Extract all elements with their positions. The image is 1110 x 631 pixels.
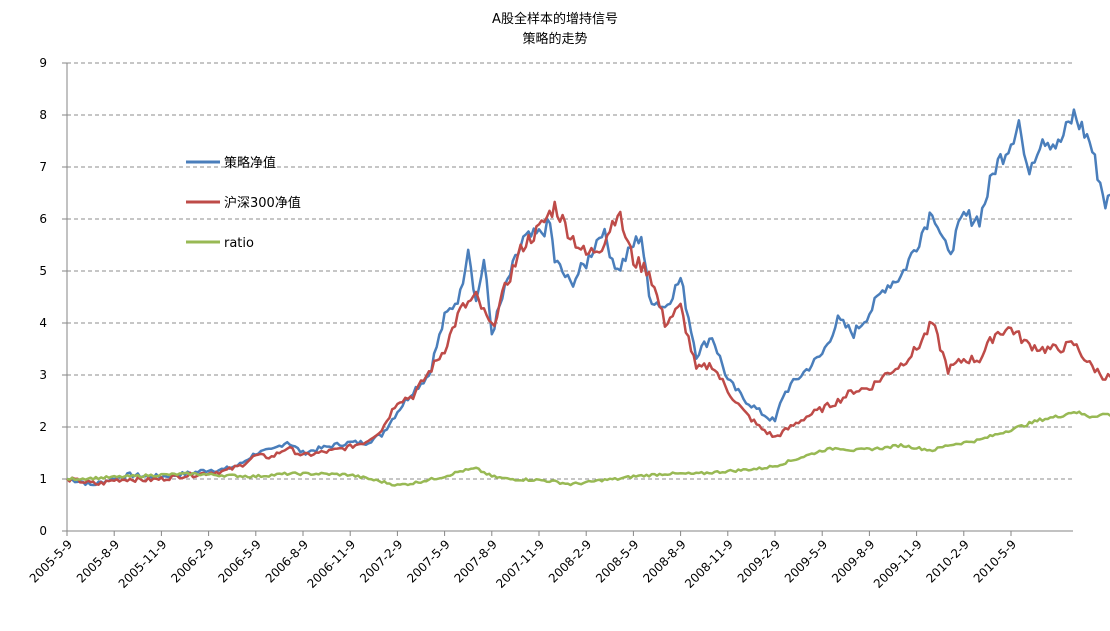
x-tick-label-18: 2009-11-9 [871, 537, 925, 591]
y-tick-label-6: 6 [39, 212, 47, 226]
x-tick-label-19: 2010-2-9 [924, 537, 972, 585]
chart-subtitle: 策略的走势 [522, 31, 587, 47]
x-tick-label-16: 2009-5-9 [782, 537, 830, 585]
series-lines [66, 108, 1110, 487]
y-tick-label-8: 8 [39, 108, 47, 122]
x-tick-label-0: 2005-5-9 [27, 537, 75, 585]
series-line-1 [66, 200, 1110, 486]
y-tick-label-1: 1 [39, 472, 47, 486]
x-tick-label-13: 2008-8-9 [640, 537, 688, 585]
x-tick-label-3: 2006-2-9 [168, 537, 216, 585]
x-tick-label-10: 2007-11-9 [493, 537, 547, 591]
x-tick-label-6: 2006-11-9 [305, 537, 359, 591]
y-tick-label-3: 3 [39, 368, 47, 382]
x-tick-label-8: 2007-5-9 [404, 537, 452, 585]
legend-label-0: 策略净值 [224, 155, 276, 171]
legend-label-2: ratio [224, 236, 254, 251]
x-tick-label-20: 2010-5-9 [971, 537, 1019, 585]
x-tick-label-2: 2005-11-9 [116, 537, 170, 591]
x-axis-ticks: 2005-5-92005-8-92005-11-92006-2-92006-5-… [27, 537, 1019, 591]
y-tick-label-9: 9 [39, 56, 47, 70]
y-tick-label-7: 7 [39, 160, 47, 174]
y-tick-label-4: 4 [39, 316, 47, 330]
y-tick-label-0: 0 [39, 524, 47, 538]
legend-label-1: 沪深300净值 [224, 195, 301, 211]
x-tick-label-15: 2009-2-9 [735, 537, 783, 585]
x-tick-label-11: 2008-2-9 [546, 537, 594, 585]
chart-title: A股全样本的增持信号 [492, 11, 618, 27]
axes [62, 62, 1073, 536]
x-tick-label-17: 2009-8-9 [829, 537, 877, 585]
y-tick-label-2: 2 [39, 420, 47, 434]
x-tick-label-9: 2007-8-9 [452, 537, 500, 585]
y-axis-ticks: 0 1 2 3 4 5 6 7 8 9 [39, 56, 47, 538]
series-line-2 [66, 410, 1110, 487]
x-tick-label-4: 2006-5-9 [216, 537, 264, 585]
x-tick-label-1: 2005-8-9 [74, 537, 122, 585]
x-tick-label-12: 2008-5-9 [593, 537, 641, 585]
gridlines [67, 62, 1073, 480]
x-tick-label-7: 2007-2-9 [357, 537, 405, 585]
x-tick-label-14: 2008-11-9 [682, 537, 736, 591]
x-tick-label-5: 2006-8-9 [263, 537, 311, 585]
y-tick-label-5: 5 [39, 264, 47, 278]
